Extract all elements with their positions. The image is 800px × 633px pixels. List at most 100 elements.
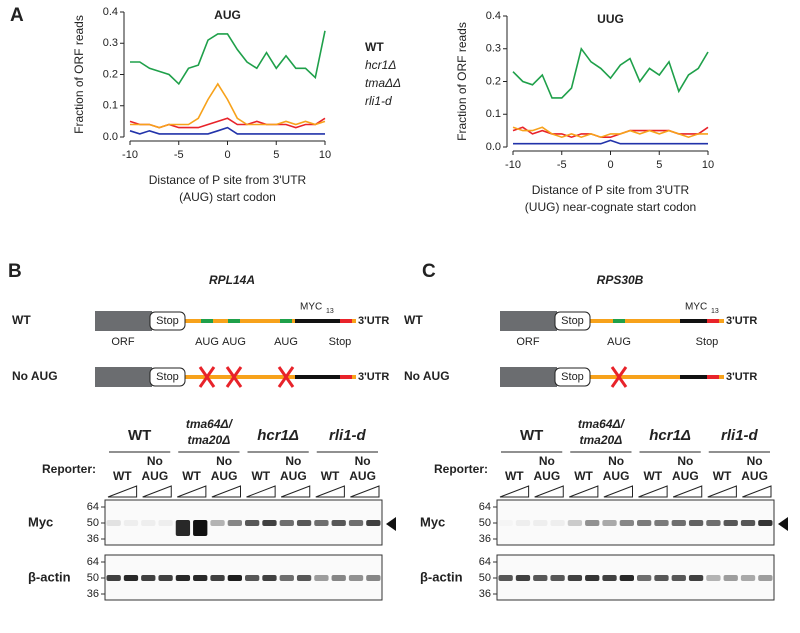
series-line (129, 126, 325, 135)
legend-entry: tmaΔΔ (365, 76, 401, 90)
reporter-label: Reporter: (42, 462, 96, 476)
lane-label: AUG (211, 469, 238, 483)
panel-letter: C (422, 261, 436, 282)
gene-name: RPL14A (209, 273, 255, 287)
gene-name: RPS30B (597, 273, 644, 287)
lane-label: No (355, 454, 371, 468)
band (245, 520, 260, 526)
band (158, 520, 173, 526)
reporter-label: Reporter: (434, 462, 488, 476)
chart-title: UUG (597, 12, 624, 26)
band (366, 520, 381, 526)
x-tick-label: 5 (656, 159, 662, 171)
size-marker: 36 (479, 533, 491, 545)
panel-letter: B (8, 261, 22, 282)
band (499, 520, 513, 526)
x-axis-label: Distance of P site from 3'UTR (532, 183, 690, 197)
band (175, 575, 191, 581)
band (141, 520, 156, 526)
band (671, 575, 686, 581)
band (758, 575, 773, 581)
stop-box (149, 311, 186, 331)
band (688, 575, 704, 581)
x-tick-label: 0 (224, 149, 230, 161)
band (550, 575, 565, 581)
dose-triangle (177, 485, 207, 498)
dose-triangle (672, 485, 703, 498)
x-tick-label: -5 (174, 149, 184, 161)
construct-label: No AUG (12, 369, 58, 383)
lane-label: WT (182, 469, 201, 483)
lane-label: AUG (672, 469, 699, 483)
aug-label: AUG (607, 336, 631, 348)
group-label: tma20Δ (580, 433, 623, 447)
group-label: rli1-d (721, 427, 759, 444)
band (515, 520, 531, 526)
lane-label: AUG (349, 469, 376, 483)
dose-triangle (142, 485, 172, 498)
utr-label: 3'UTR (358, 315, 389, 327)
band (331, 575, 346, 581)
band (550, 520, 565, 526)
group-label: tma20Δ (188, 433, 231, 447)
lane-label: AUG (603, 469, 630, 483)
dose-triangle (707, 485, 737, 498)
band (227, 575, 242, 581)
x-tick-label: -5 (557, 159, 567, 171)
orf-label: ORF (111, 336, 135, 348)
y-tick-label: 0.0 (103, 131, 118, 143)
band (279, 575, 294, 581)
series-line (512, 126, 708, 139)
lane-label: WT (113, 469, 132, 483)
dose-triangle (534, 485, 564, 498)
band (637, 575, 652, 581)
band (602, 520, 617, 526)
group-label: rli1-d (329, 427, 367, 444)
construct-label: No AUG (404, 369, 450, 383)
lane-label: WT (505, 469, 524, 483)
band (533, 520, 548, 526)
lane-label: No (539, 454, 555, 468)
x-tick-label: -10 (122, 149, 138, 161)
end-label: Stop (696, 336, 719, 348)
band (296, 520, 312, 526)
dose-triangle (107, 485, 138, 498)
band (262, 520, 277, 526)
stop-label: Stop (156, 371, 179, 383)
band (619, 575, 634, 581)
lane-label: WT (574, 469, 593, 483)
band (314, 575, 329, 581)
mutated-site (277, 366, 295, 388)
y-tick-label: 0.4 (486, 10, 501, 22)
band (758, 520, 773, 526)
band (314, 520, 329, 526)
band (706, 520, 721, 526)
band (498, 575, 513, 581)
band (706, 575, 721, 581)
dose-triangle (742, 485, 772, 498)
y-tick-label: 0.1 (103, 100, 118, 112)
dose-triangle (350, 485, 380, 498)
series-line (130, 82, 326, 129)
construct-label: WT (404, 313, 423, 327)
lane-label: WT (713, 469, 732, 483)
lane-label: No (677, 454, 693, 468)
lane-label: No (216, 454, 232, 468)
y-tick-label: 0.2 (103, 68, 118, 80)
size-marker: 36 (479, 588, 491, 600)
x-tick-label: 10 (702, 159, 714, 171)
dose-triangle (315, 485, 345, 498)
band (158, 575, 173, 581)
panel-letter: A (10, 5, 24, 26)
lane-label: AUG (142, 469, 169, 483)
band (533, 575, 548, 581)
band (567, 575, 583, 581)
band (210, 520, 225, 526)
lane-label: No (747, 454, 763, 468)
dose-triangle (211, 485, 241, 498)
series-line (513, 139, 708, 145)
myc-sub: 13 (711, 308, 719, 315)
y-tick-label: 0.0 (486, 141, 501, 153)
legend-entry: hcr1Δ (365, 58, 396, 72)
